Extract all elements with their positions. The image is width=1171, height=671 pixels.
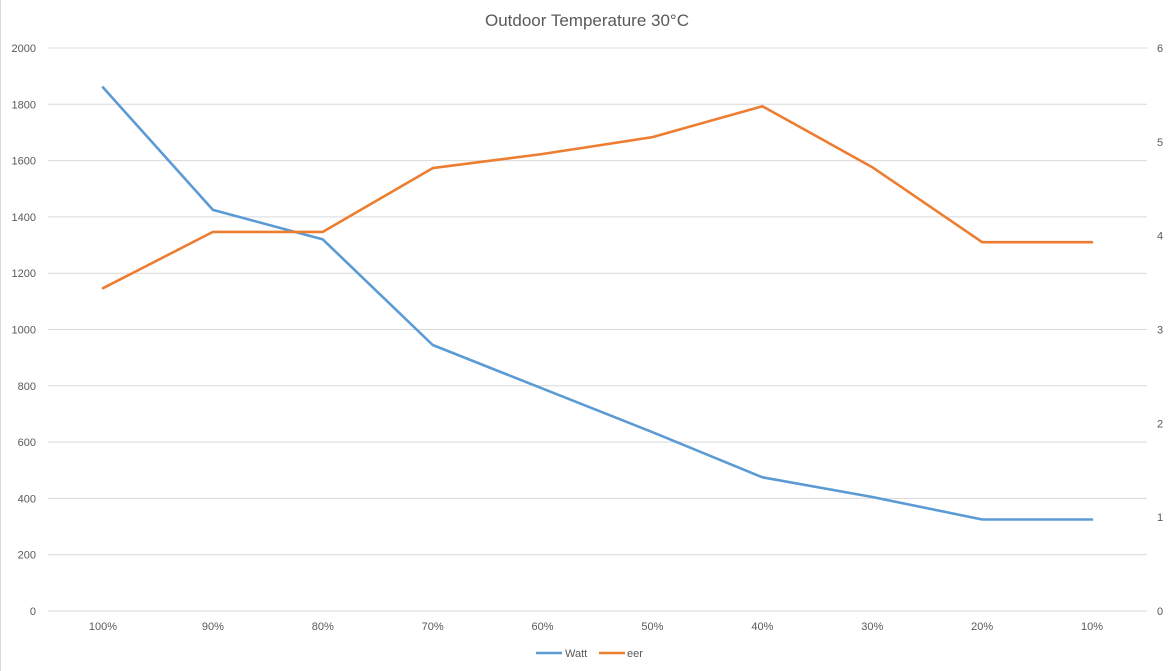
right-axis-tick-label: 1: [1157, 512, 1163, 524]
series-lines: [101, 86, 1094, 521]
x-axis: 100% 90% 80% 70% 60% 50% 40% 30% 20% 10%: [89, 621, 1103, 633]
chart-title: Outdoor Temperature 30°C: [485, 11, 689, 30]
right-axis-tick-label: 2: [1157, 418, 1163, 430]
left-axis-tick-label: 400: [18, 493, 36, 505]
legend: Watt eer: [536, 648, 643, 660]
x-axis-tick-label: 10%: [1081, 621, 1103, 633]
left-axis: 0 200 400 600 800 1000 1200 1400 1600 1800 2000: [12, 43, 36, 618]
x-axis-tick-label: 70%: [422, 621, 444, 633]
x-axis-tick-label: 90%: [202, 621, 224, 633]
x-axis-tick-label: 20%: [971, 621, 993, 633]
right-axis-tick-label: 0: [1157, 606, 1163, 618]
left-axis-tick-label: 2000: [12, 43, 36, 55]
gridlines: [48, 47, 1147, 612]
right-axis-tick-label: 5: [1157, 137, 1163, 149]
legend-label-eer: eer: [627, 648, 643, 660]
right-axis-tick-label: 6: [1157, 43, 1163, 55]
x-axis-tick-label: 50%: [641, 621, 663, 633]
x-axis-tick-label: 30%: [861, 621, 883, 633]
right-axis-tick-label: 4: [1157, 231, 1163, 243]
left-axis-tick-label: 1200: [12, 268, 36, 280]
x-axis-tick-label: 80%: [312, 621, 334, 633]
legend-label-watt: Watt: [565, 648, 587, 660]
left-axis-tick-label: 1000: [12, 325, 36, 337]
left-axis-tick-label: 1600: [12, 156, 36, 168]
series-line-eer: [101, 104, 1094, 290]
left-axis-tick-label: 200: [18, 550, 36, 562]
left-axis-tick-label: 800: [18, 381, 36, 393]
x-axis-tick-label: 60%: [532, 621, 554, 633]
right-axis-tick-label: 3: [1157, 325, 1163, 337]
x-axis-tick-label: 40%: [751, 621, 773, 633]
left-axis-tick-label: 1400: [12, 212, 36, 224]
series-line-watt: [101, 86, 1094, 521]
right-axis: 0 1 2 3 4 5 6: [1157, 43, 1163, 618]
left-axis-tick-label: 600: [18, 437, 36, 449]
left-axis-tick-label: 0: [30, 606, 36, 618]
x-axis-tick-label: 100%: [89, 621, 117, 633]
left-axis-tick-label: 1800: [12, 99, 36, 111]
